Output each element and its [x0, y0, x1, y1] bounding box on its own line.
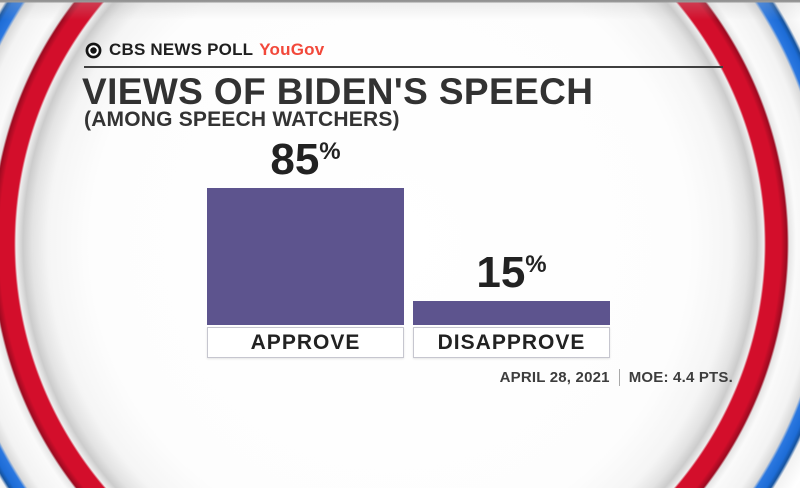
- footer-moe: MOE: 4.4 PTS.: [628, 369, 733, 386]
- bar-approve: [207, 188, 404, 325]
- cbs-eye-icon: [84, 41, 103, 60]
- poll-brand-label: CBS NEWS POLL: [109, 40, 254, 59]
- value-number-approve: 85: [270, 135, 320, 184]
- footer-divider: [618, 369, 620, 386]
- percent-sign: %: [525, 251, 547, 278]
- category-box-disapprove: DISAPPROVE: [413, 327, 610, 358]
- bar-disapprove: [413, 301, 610, 325]
- brand-header: CBS NEWS POLL YouGov: [84, 40, 324, 60]
- value-number-disapprove: 15: [476, 248, 526, 297]
- yougov-logo: YouGov: [259, 40, 325, 59]
- chart-subtitle: (AMONG SPEECH WATCHERS): [84, 108, 400, 131]
- category-box-approve: APPROVE: [207, 327, 404, 358]
- header-rule: [84, 66, 723, 68]
- footer-note: APRIL 28, 2021 MOE: 4.4 PTS.: [500, 369, 733, 386]
- footer-date: APRIL 28, 2021: [499, 369, 610, 386]
- bar-group-approve: 85%: [207, 138, 404, 325]
- percent-sign: %: [319, 138, 341, 165]
- value-label-approve: 85%: [270, 138, 340, 182]
- value-label-disapprove: 15%: [476, 251, 546, 295]
- chart-title: VIEWS OF BIDEN'S SPEECH: [82, 71, 594, 112]
- bar-group-disapprove: 15%: [413, 251, 610, 325]
